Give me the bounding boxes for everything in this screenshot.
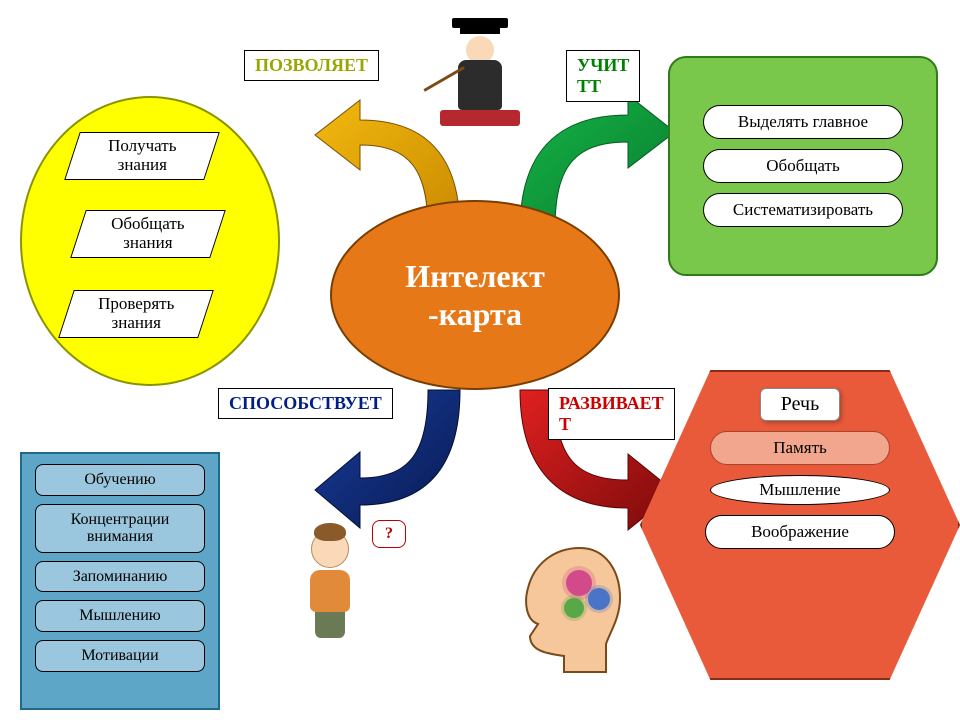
promotes-item-4: Мотивации <box>35 640 205 672</box>
label-allows: ПОЗВОЛЯЕТ <box>244 50 379 81</box>
promotes-item-0: Обучению <box>35 464 205 496</box>
center-text: Интелект -карта <box>405 257 545 334</box>
center-node: Интелект -карта <box>330 200 620 390</box>
teaches-item-1: Обобщать <box>703 149 903 183</box>
label-teaches: УЧИТ ТТ <box>566 50 640 102</box>
teaches-item-2: Систематизировать <box>703 193 903 227</box>
group-promotes: Обучению Концентрации внимания Запоминан… <box>20 452 220 710</box>
promotes-item-1: Концентрации внимания <box>35 504 205 553</box>
teaches-item-0: Выделять главное <box>703 105 903 139</box>
allows-item-0: Получать знания <box>64 132 220 180</box>
develops-item-1: Мышление <box>710 475 890 505</box>
group-develops: Речь Память Мышление Воображение <box>640 370 960 680</box>
develops-item-2: Воображение <box>705 515 895 549</box>
allows-item-1: Обобщать знания <box>70 210 226 258</box>
allows-item-2: Проверять знания <box>58 290 214 338</box>
develops-header: Речь <box>760 388 840 421</box>
teacher-icon <box>430 24 530 126</box>
label-promotes: СПОСОБСТВУЕТ <box>218 388 393 419</box>
promotes-item-3: Мышлению <box>35 600 205 632</box>
group-teaches: Выделять главное Обобщать Систематизиров… <box>668 56 938 276</box>
mindmap-canvas: Интелект -карта ПОЗВОЛЯЕТ УЧИТ ТТ СПОСОБ… <box>0 0 960 720</box>
develops-item-0: Память <box>710 431 890 465</box>
child-icon: ? <box>290 530 370 638</box>
promotes-item-2: Запоминанию <box>35 561 205 593</box>
head-gears-icon <box>510 540 630 685</box>
